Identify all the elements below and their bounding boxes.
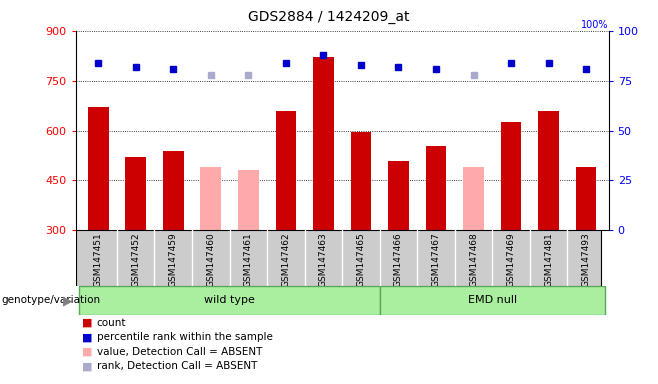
Bar xyxy=(126,157,146,230)
Text: 100%: 100% xyxy=(581,20,609,30)
Text: GSM147465: GSM147465 xyxy=(357,232,365,287)
Bar xyxy=(80,286,380,315)
Text: GDS2884 / 1424209_at: GDS2884 / 1424209_at xyxy=(248,10,410,23)
Bar xyxy=(388,161,409,230)
Text: count: count xyxy=(97,318,126,328)
Text: GSM147460: GSM147460 xyxy=(207,232,215,287)
Bar xyxy=(463,167,484,230)
Text: GSM147463: GSM147463 xyxy=(319,232,328,287)
Text: rank, Detection Call = ABSENT: rank, Detection Call = ABSENT xyxy=(97,361,257,371)
Text: ■: ■ xyxy=(82,318,93,328)
Text: GSM147467: GSM147467 xyxy=(432,232,440,287)
Text: GSM147468: GSM147468 xyxy=(469,232,478,287)
Text: percentile rank within the sample: percentile rank within the sample xyxy=(97,332,272,342)
Text: ■: ■ xyxy=(82,332,93,342)
Bar xyxy=(163,151,184,230)
Bar xyxy=(426,146,446,230)
Bar xyxy=(351,132,371,230)
Bar xyxy=(276,111,296,230)
Text: genotype/variation: genotype/variation xyxy=(1,295,101,306)
Bar xyxy=(238,170,259,230)
Text: GSM147452: GSM147452 xyxy=(131,232,140,287)
Text: ▶: ▶ xyxy=(63,294,72,307)
Text: GSM147459: GSM147459 xyxy=(168,232,178,287)
Bar xyxy=(380,286,605,315)
Bar xyxy=(576,167,596,230)
Text: GSM147451: GSM147451 xyxy=(93,232,103,287)
Text: ■: ■ xyxy=(82,347,93,357)
Bar xyxy=(538,111,559,230)
Text: GSM147493: GSM147493 xyxy=(582,232,591,287)
Text: ■: ■ xyxy=(82,361,93,371)
Bar xyxy=(201,167,221,230)
Text: wild type: wild type xyxy=(204,295,255,306)
Text: GSM147481: GSM147481 xyxy=(544,232,553,287)
Text: EMD null: EMD null xyxy=(468,295,517,306)
Bar xyxy=(88,107,109,230)
Bar xyxy=(313,57,334,230)
Text: value, Detection Call = ABSENT: value, Detection Call = ABSENT xyxy=(97,347,262,357)
Text: GSM147461: GSM147461 xyxy=(244,232,253,287)
Bar xyxy=(501,122,521,230)
Text: GSM147469: GSM147469 xyxy=(507,232,516,287)
Text: GSM147462: GSM147462 xyxy=(282,232,290,287)
Text: GSM147466: GSM147466 xyxy=(394,232,403,287)
